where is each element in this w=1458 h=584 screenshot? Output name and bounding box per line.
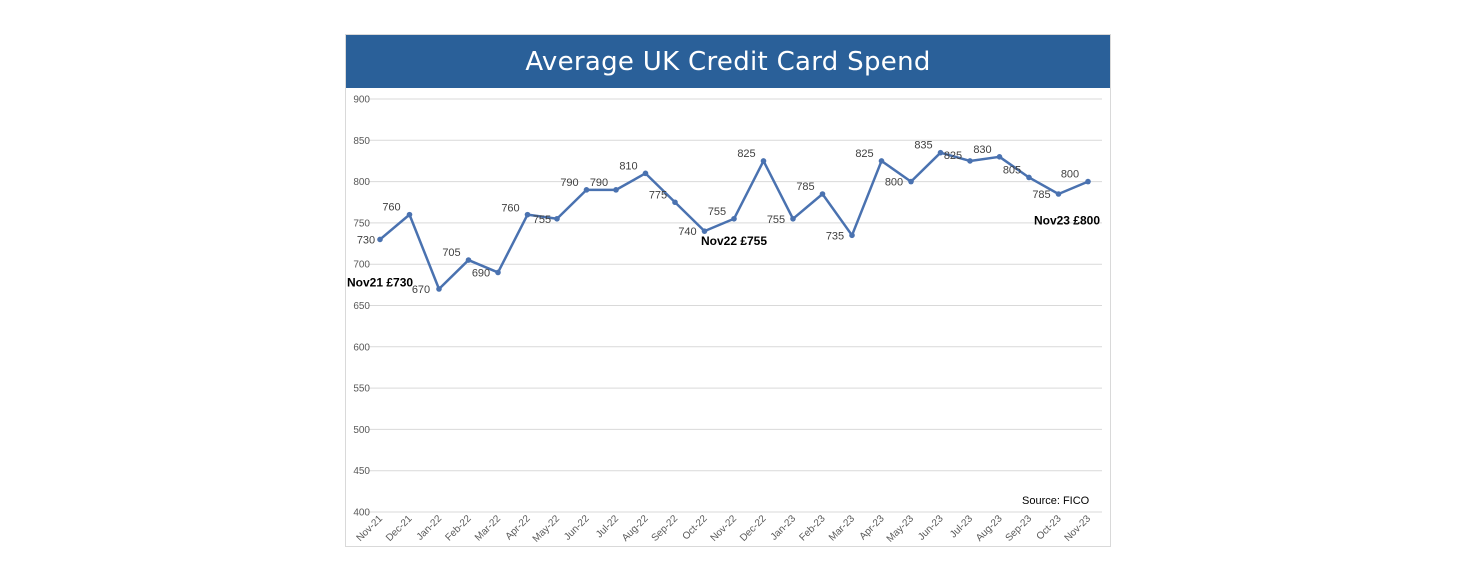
data-point — [760, 158, 767, 164]
x-tick-label: Jan-22 — [415, 513, 445, 543]
y-tick-label: 850 — [353, 136, 370, 147]
data-label: 730 — [357, 234, 375, 246]
data-label: 800 — [1061, 169, 1079, 181]
data-point — [554, 215, 560, 222]
data-point — [878, 158, 885, 164]
y-tick-label: 400 — [353, 508, 370, 519]
data-point — [937, 149, 944, 156]
x-tick-label: Apr-22 — [504, 513, 533, 542]
data-point — [377, 236, 383, 243]
data-point — [642, 170, 649, 177]
data-label: 690 — [472, 267, 490, 279]
x-tick-label: Jul-23 — [948, 513, 975, 540]
data-point — [436, 286, 442, 292]
y-axis-ticks: 900 850 800 750 700 650 600 550 500 450 400 — [353, 95, 370, 519]
y-tick-label: 900 — [353, 95, 370, 106]
y-tick-label: 800 — [353, 177, 370, 188]
data-label: 705 — [442, 247, 460, 259]
data-point — [731, 215, 737, 222]
data-label: 825 — [944, 150, 962, 162]
data-point — [967, 158, 973, 164]
data-label: 830 — [973, 144, 991, 156]
data-point — [996, 154, 1003, 160]
x-tick-label: Feb-23 — [797, 513, 827, 543]
x-tick-label: Dec-21 — [384, 513, 415, 544]
data-label: 735 — [826, 230, 844, 242]
data-label: 790 — [560, 177, 578, 189]
x-tick-label: Aug-22 — [620, 513, 651, 544]
x-tick-label: Jan-23 — [769, 513, 799, 543]
data-point — [672, 199, 678, 206]
data-label: 670 — [412, 284, 430, 296]
annotation-label: Nov21 £730 — [347, 275, 413, 289]
data-point — [819, 191, 826, 197]
data-label: 790 — [590, 177, 608, 189]
gridlines — [368, 98, 1102, 513]
data-point — [1055, 191, 1062, 197]
data-points — [377, 149, 1091, 292]
data-label: 785 — [796, 181, 814, 193]
y-tick-label: 700 — [353, 260, 370, 271]
data-point — [1085, 178, 1091, 185]
x-tick-label: Nov-23 — [1063, 513, 1094, 544]
data-point — [908, 178, 914, 185]
x-tick-label: Mar-23 — [827, 513, 857, 543]
data-point — [1026, 174, 1032, 181]
data-point — [495, 269, 501, 276]
y-tick-label: 750 — [353, 218, 370, 229]
data-label: 800 — [885, 177, 903, 189]
annotation-label: Nov23 £800 — [1034, 214, 1100, 228]
x-tick-label: Mar-22 — [473, 513, 503, 543]
x-tick-label: Feb-22 — [443, 513, 473, 543]
data-point — [701, 228, 708, 234]
x-tick-label: Apr-23 — [858, 513, 887, 542]
x-tick-label: Dec-22 — [738, 513, 769, 544]
source-note: Source: FICO — [1022, 495, 1090, 507]
data-point — [583, 187, 590, 193]
data-point — [613, 187, 619, 193]
annotation-label: Nov22 £755 — [701, 234, 767, 248]
data-label: 835 — [914, 140, 932, 152]
line-chart: 900 850 800 750 700 650 600 550 500 450 400 Nov-21… — [347, 95, 1102, 545]
data-point — [849, 232, 855, 239]
data-label: 755 — [708, 206, 726, 218]
data-label: 810 — [619, 160, 637, 172]
y-tick-label: 650 — [353, 301, 370, 312]
y-tick-label: 500 — [353, 425, 370, 436]
y-tick-label: 600 — [353, 342, 370, 353]
data-label: 755 — [767, 214, 785, 226]
data-label: 825 — [855, 148, 873, 160]
data-labels: 730 760 670 705 690 760 755 790 790 810 775 740 755 8… — [357, 140, 1079, 296]
x-tick-label: Jul-22 — [594, 513, 621, 540]
x-tick-label: Oct-22 — [681, 513, 710, 542]
x-tick-label: May-23 — [885, 513, 917, 545]
chart-panel: Average UK Credit Card Spend 900 850 800 75… — [345, 34, 1111, 547]
x-tick-label: Jun-22 — [562, 513, 592, 543]
x-tick-label: Aug-23 — [974, 513, 1005, 544]
data-label: 760 — [501, 203, 519, 215]
x-tick-label: Nov-22 — [709, 513, 740, 544]
data-label: 775 — [649, 189, 667, 201]
data-point — [524, 211, 531, 218]
data-label: 740 — [678, 226, 696, 238]
x-tick-label: Sep-22 — [650, 513, 681, 544]
data-point — [790, 215, 796, 222]
x-tick-label: Jun-23 — [916, 513, 946, 543]
data-point — [465, 257, 472, 263]
data-point — [406, 211, 413, 218]
data-label: 760 — [382, 202, 400, 214]
data-label: 825 — [737, 148, 755, 160]
y-tick-label: 450 — [353, 466, 370, 477]
annotations: Nov21 £730 Nov22 £755 Nov23 £800 — [347, 214, 1100, 290]
data-label: 805 — [1003, 164, 1021, 176]
x-tick-label: Oct-23 — [1035, 513, 1064, 542]
y-tick-label: 550 — [353, 384, 370, 395]
chart-title: Average UK Credit Card Spend — [346, 35, 1110, 88]
data-label: 785 — [1032, 189, 1050, 201]
x-tick-label: May-22 — [531, 513, 563, 545]
data-label: 755 — [533, 214, 551, 226]
x-tick-label: Sep-23 — [1004, 513, 1035, 544]
